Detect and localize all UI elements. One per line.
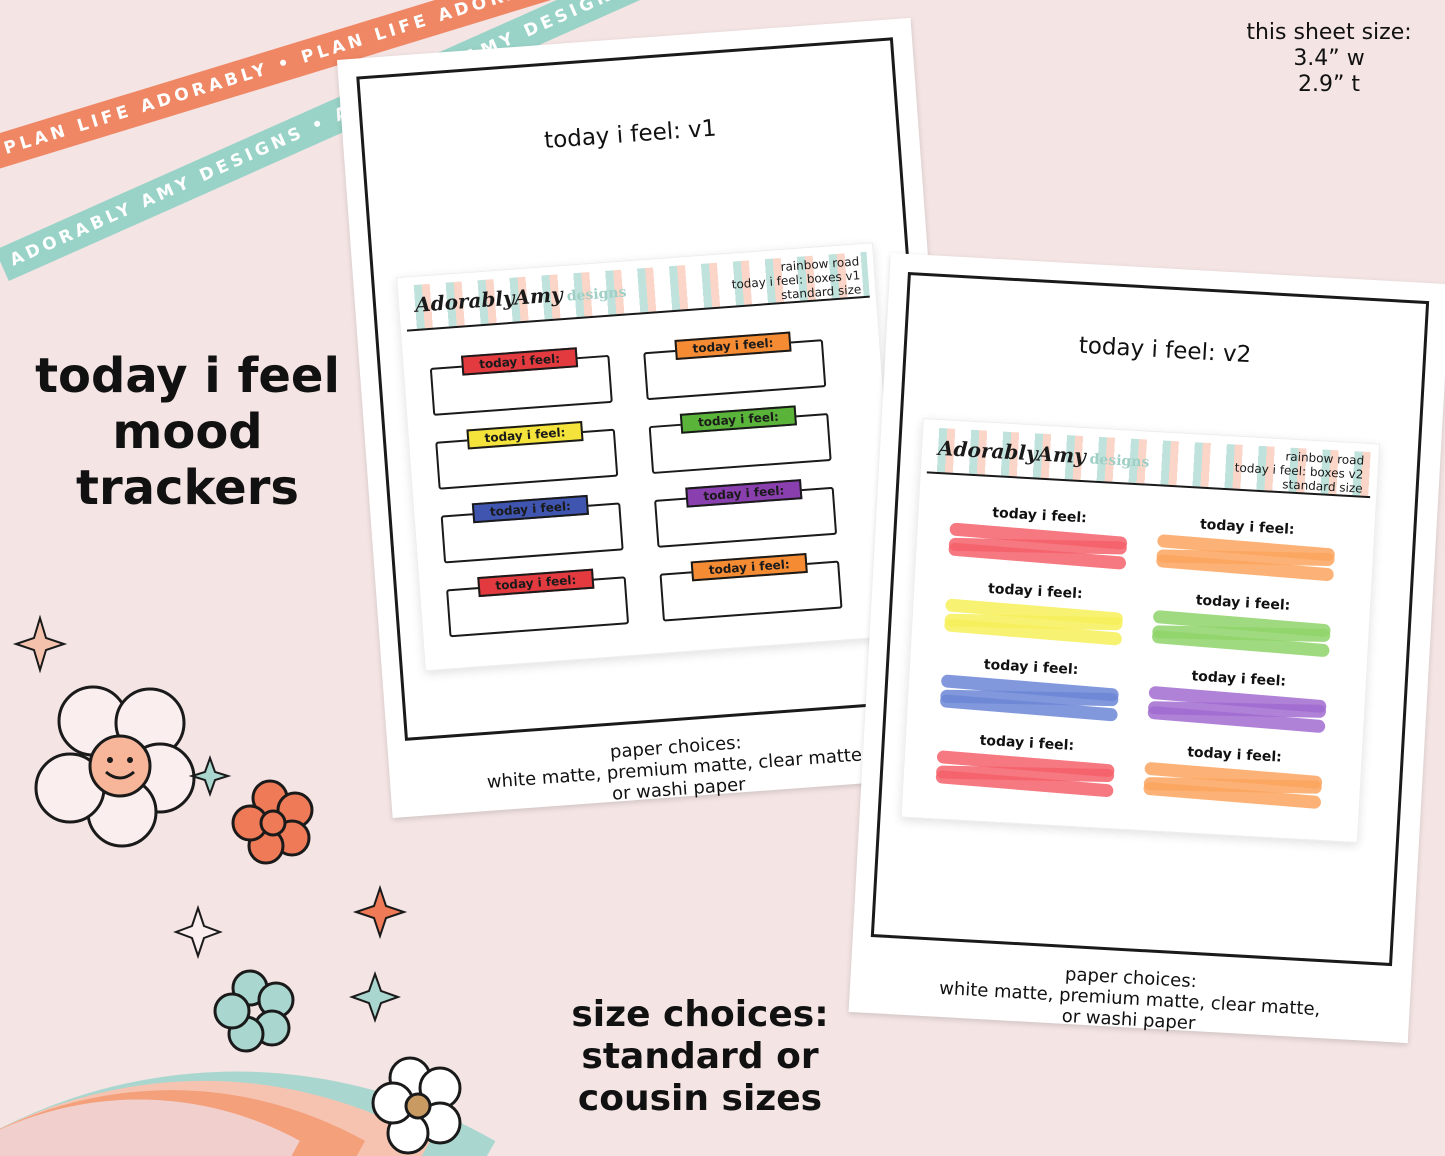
mood-box-label: today i feel: [460, 347, 579, 376]
mood-box: today i feel: [643, 331, 827, 401]
mood-box: today i feel: [648, 405, 832, 475]
mood-box: today i feel: [440, 494, 624, 564]
mood-box-label: today i feel: [685, 479, 803, 508]
mood-swatch: today i feel: [1147, 590, 1336, 660]
sheet-size-title: this sheet size: [1246, 20, 1412, 45]
paper-choices-v2: paper choices: white matte, premium matt… [938, 963, 1321, 1035]
sheet-v2-frame: today i feel: v2 AdorablyAmy designs rain… [870, 271, 1430, 967]
sheet-v1-title: today i feel: v1 [543, 115, 718, 155]
mood-box: today i feel: [435, 421, 619, 490]
sparkle-icon [352, 884, 408, 940]
mood-swatch: today i feel: [1139, 742, 1328, 812]
teal-flower-icon [213, 969, 295, 1053]
mood-swatch: today i feel: [931, 730, 1120, 800]
sticker-header-v2: AdorablyAmy designs rainbow road today i … [926, 427, 1373, 499]
sparkle-icon [12, 614, 68, 674]
sparkle-icon [173, 904, 223, 960]
sticker-meta-v2: rainbow road today i feel: boxes v2 stan… [1234, 449, 1365, 496]
sheet-v2-title: today i feel: v2 [1078, 332, 1252, 369]
rainbow-svg [0, 614, 496, 1156]
mood-box: today i feel: [654, 479, 838, 548]
mood-box: today i feel: [429, 347, 613, 416]
headline-line-2: mood [112, 404, 263, 460]
mood-box-label: today i feel: [679, 405, 797, 434]
brand-logo: AdorablyAmy designs [937, 435, 1150, 471]
headline-line-3: trackers [76, 460, 299, 516]
mood-box-label: today i feel: [674, 331, 792, 360]
mood-swatch: today i feel: [1151, 514, 1340, 584]
mood-box-label: today i feel: [471, 494, 589, 524]
sticker-header-v1: AdorablyAmy designs rainbow road today i … [403, 251, 870, 332]
headline-line-1: today i feel [35, 348, 340, 404]
smiley-flower-icon [34, 685, 196, 848]
brand-logo: AdorablyAmy designs [414, 282, 627, 317]
mood-swatch: today i feel: [935, 654, 1124, 724]
rainbow-illustration [0, 588, 560, 1156]
mood-box-label: today i feel: [690, 552, 808, 582]
product-headline: today i feel mood trackers [30, 348, 345, 516]
mood-swatch: today i feel: [1143, 666, 1332, 736]
sticker-sheet-v2: AdorablyAmy designs rainbow road today i … [900, 418, 1381, 843]
mood-box-label: today i feel: [466, 421, 584, 450]
sheet-size-info: this sheet size: 3.4” w 2.9” t [1229, 20, 1429, 98]
sheet-size-width: 3.4” w [1293, 46, 1365, 71]
sparkle-icon [348, 970, 402, 1024]
sticker-meta-v1: rainbow road today i feel: boxes v1 stan… [731, 254, 862, 303]
rainbow-band-pink [0, 1099, 300, 1156]
mood-box: today i feel: [659, 552, 843, 622]
sparkle-icon [188, 755, 232, 797]
size-choices: size choices: standard or cousin sizes [571, 994, 829, 1119]
mood-swatch: today i feel: [940, 578, 1129, 648]
white-flower-icon [371, 1056, 462, 1155]
sheet-size-height: 2.9” t [1297, 72, 1360, 97]
mood-swatch: today i feel: [944, 503, 1133, 573]
orange-flower-icon [231, 779, 314, 865]
sheet-v2: today i feel: v2 AdorablyAmy designs rain… [848, 253, 1445, 1044]
